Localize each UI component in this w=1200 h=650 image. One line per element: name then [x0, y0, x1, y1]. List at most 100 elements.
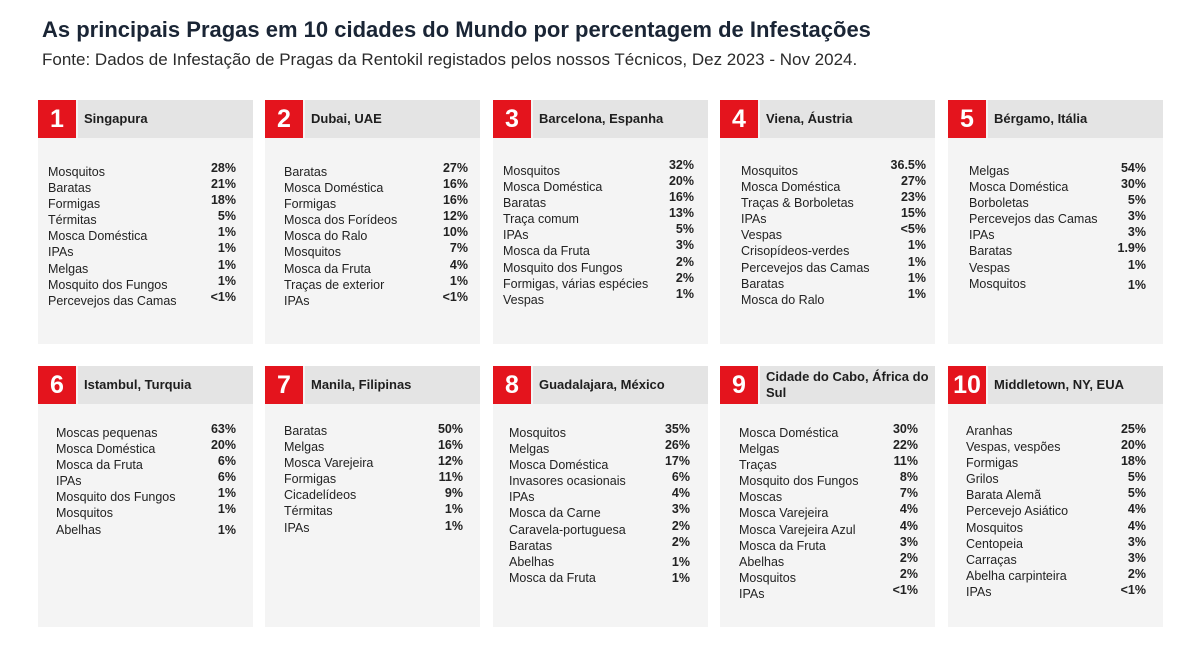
pest-percentage: 13% — [668, 206, 694, 221]
pest-name: Barata Alemã — [966, 488, 1042, 503]
pest-name: Mosca da Fruta — [284, 261, 371, 276]
city-card-header: 2 Dubai, UAE — [265, 100, 480, 138]
pest-percentage: 5% — [1127, 486, 1146, 501]
pest-percentage: 3% — [1127, 534, 1146, 549]
pest-name: IPAs — [969, 228, 995, 243]
pest-name: Moscas pequenas — [56, 426, 158, 440]
pest-name: Mosca da Carne — [509, 506, 601, 521]
pest-percentage: 6% — [217, 470, 236, 485]
pest-percentage: 3% — [899, 534, 918, 549]
pest-percentage: 16% — [442, 177, 468, 192]
city-name: Cidade do Cabo, África do Sul — [760, 366, 935, 404]
city-card: 7 Manila, Filipinas — [265, 366, 480, 627]
pest-percentage: 1% — [217, 225, 236, 240]
pest-name: Baratas — [741, 276, 785, 291]
pest-name: Traças — [739, 458, 777, 473]
pest-percentage: 12% — [442, 209, 468, 224]
pest-name: Melgas — [509, 442, 550, 457]
pest-name: Melgas — [284, 440, 325, 455]
pest-percentage: 2% — [675, 270, 694, 285]
pest-percentage: 2% — [671, 534, 690, 549]
pest-percentage: 1% — [217, 273, 236, 288]
city-name: Middletown, NY, EUA — [988, 366, 1163, 404]
pest-name: Mosca da Fruta — [739, 538, 826, 553]
pest-percentage: 18% — [1120, 454, 1146, 469]
pest-percentage: 20% — [668, 174, 694, 189]
city-name: Istambul, Turquia — [78, 366, 253, 404]
pest-percentage: 2% — [1127, 566, 1146, 581]
pest-percentage: 1% — [444, 502, 463, 517]
pest-percentage: 5% — [217, 209, 236, 224]
pest-percentage: 1% — [449, 273, 468, 288]
pest-percentage: 8% — [899, 470, 918, 485]
city-rank-badge: 9 — [720, 366, 758, 404]
pest-name: Mosca Doméstica — [503, 180, 603, 195]
page-subtitle: Fonte: Dados de Infestação de Pragas da … — [42, 50, 858, 69]
pest-name: Mosquitos — [48, 165, 105, 179]
pest-name: IPAs — [56, 474, 82, 489]
pest-name: Térmitas — [284, 504, 333, 519]
pest-percentage: 2% — [675, 254, 694, 269]
pest-name: Percevejos das Camas — [969, 212, 1098, 227]
pest-percentage: 1% — [671, 554, 690, 569]
pest-name: Invasores ocasionais — [509, 474, 626, 489]
city-name: Viena, Áustria — [760, 100, 935, 138]
pest-percentage: 1% — [444, 518, 463, 533]
pest-name: Mosquito dos Fungos — [503, 260, 623, 275]
pest-percentage: 18% — [210, 193, 236, 208]
pest-name: Mosca dos Forídeos — [284, 213, 398, 228]
pest-percentage: 63% — [210, 422, 236, 436]
pest-name: Mosquitos — [739, 570, 796, 585]
pest-name: IPAs — [284, 293, 310, 308]
pest-percentage: 21% — [210, 177, 236, 192]
pest-value-list: 50% 16% 12% 11% 9% 1% 1% — [403, 421, 463, 534]
pest-name: Mosquito dos Fungos — [56, 490, 176, 505]
city-card-header: 5 Bérgamo, Itália — [948, 100, 1163, 138]
city-card: 5 Bérgamo, Itália — [948, 100, 1163, 344]
pest-name-list: Baratas Mosca Doméstica Formigas Mosca dos … — [284, 164, 397, 309]
pest-percentage: 27% — [442, 161, 468, 175]
city-card: 1 Singapura — [38, 100, 253, 344]
pest-name: Mosca Doméstica — [509, 458, 609, 473]
city-rank-badge: 8 — [493, 366, 531, 404]
pest-percentage: <5% — [900, 222, 926, 237]
city-card: 6 Istambul, Turquia — [38, 366, 253, 627]
city-name: Barcelona, Espanha — [533, 100, 708, 138]
pest-name: Baratas — [284, 424, 328, 438]
pest-name: Mosca da Fruta — [509, 570, 596, 585]
city-card-header: 8 Guadalajara, México — [493, 366, 708, 404]
pest-name: Abelhas — [509, 554, 555, 569]
pest-percentage: <1% — [892, 582, 918, 597]
pest-name: Formigas — [966, 456, 1019, 471]
pest-percentage: 23% — [900, 190, 926, 205]
pest-name: Mosca da Fruta — [56, 458, 143, 473]
pest-name: Baratas — [509, 538, 553, 553]
pest-percentage: 35% — [664, 422, 690, 436]
pest-percentage: 22% — [892, 438, 918, 453]
pest-name: Baratas — [503, 196, 547, 211]
city-card: 10 Middletown, NY, EUA — [948, 366, 1163, 627]
city-name: Singapura — [78, 100, 253, 138]
pest-name: Mosquitos — [966, 520, 1023, 535]
pest-percentage: 20% — [210, 438, 236, 453]
pest-name: IPAs — [48, 245, 74, 260]
pest-name: Borboletas — [969, 196, 1029, 211]
city-card: 4 Viena, Áustria — [720, 100, 935, 344]
pest-percentage: 2% — [671, 518, 690, 533]
pest-name-list: Mosquitos Mosca Doméstica Traças & Borbole… — [741, 163, 870, 308]
pest-percentage: <1% — [210, 289, 236, 304]
pest-name: Mosquitos — [284, 245, 341, 260]
pest-percentage: 1% — [217, 241, 236, 256]
pest-name: Formigas — [284, 472, 337, 487]
pest-name-list: Mosquitos Baratas Formigas Térmitas Mosca Do… — [48, 164, 177, 309]
pest-name: Mosca do Ralo — [284, 229, 368, 244]
pest-name-list: Aranhas Vespas, vespões Formigas Grilos Bara… — [966, 423, 1068, 600]
pest-percentage: 30% — [1120, 177, 1146, 192]
pest-percentage: 7% — [899, 486, 918, 501]
pest-percentage: 16% — [442, 193, 468, 208]
pest-name: Melgas — [48, 261, 89, 276]
pest-name: Formigas — [48, 197, 101, 212]
pest-percentage: 16% — [437, 438, 463, 453]
pest-name: Traças de exterior — [284, 277, 385, 292]
pest-name: Mosca Doméstica — [56, 442, 156, 457]
